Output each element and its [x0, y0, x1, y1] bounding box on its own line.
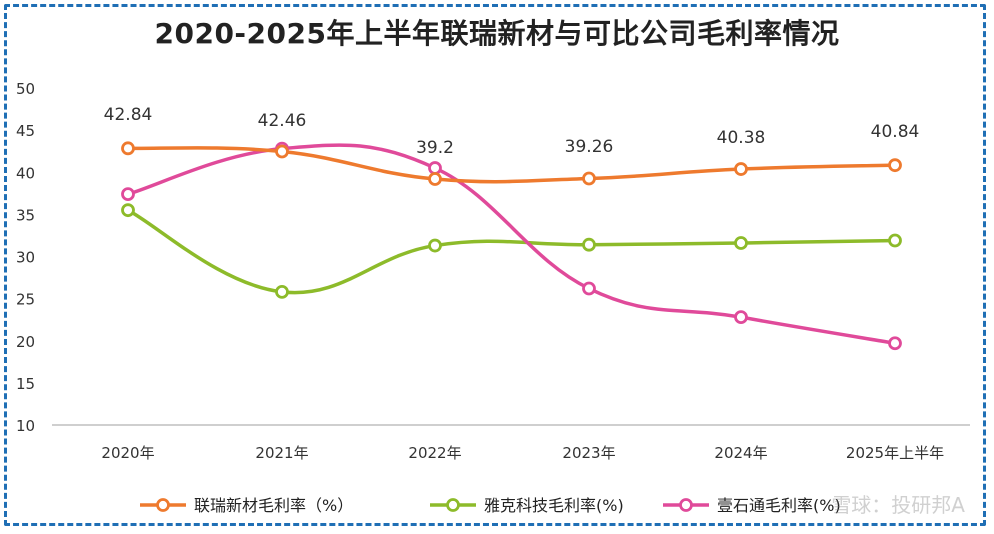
- legend-marker: [156, 498, 170, 512]
- chart-title: 2020-2025年上半年联瑞新材与可比公司毛利率情况: [154, 17, 840, 50]
- y-tick-label: 30: [16, 249, 35, 267]
- series-point: [121, 141, 135, 156]
- x-tick-label: 2021年: [255, 444, 308, 462]
- legend-label: 壹石通毛利率(%): [717, 496, 841, 515]
- x-tick-label: 2024年: [714, 444, 767, 462]
- y-tick-label: 25: [16, 291, 35, 309]
- data-label: 42.84: [104, 105, 153, 125]
- data-label: 42.46: [258, 111, 307, 131]
- series-point: [275, 284, 289, 299]
- series-point: [582, 237, 596, 252]
- series-point: [428, 161, 442, 175]
- x-tick-label: 2025年上半年: [846, 444, 944, 462]
- series-point: [275, 144, 289, 159]
- data-label: 40.84: [871, 122, 920, 142]
- y-tick-label: 45: [16, 122, 35, 140]
- series-line: [126, 208, 897, 295]
- legend-label: 雅克科技毛利率(%): [484, 496, 624, 515]
- series-point: [734, 310, 748, 325]
- series-point: [888, 233, 902, 248]
- data-label: 40.38: [717, 128, 766, 148]
- series-point: [734, 236, 748, 250]
- series-point: [121, 187, 135, 202]
- series-point: [428, 238, 442, 253]
- watermark-text: 雪球：投研邦A: [831, 493, 965, 517]
- y-tick-label: 10: [16, 417, 35, 435]
- series-point: [582, 171, 596, 186]
- chart-frame: [4, 4, 986, 526]
- series-line: [126, 146, 897, 184]
- series-point: [121, 203, 135, 218]
- y-tick-label: 15: [16, 375, 35, 393]
- series-point: [428, 172, 442, 186]
- legend-marker: [446, 498, 460, 512]
- series-point: [582, 281, 596, 296]
- x-tick-label: 2023年: [562, 444, 615, 462]
- y-tick-label: 20: [16, 333, 35, 351]
- series-point: [734, 162, 748, 176]
- legend-marker: [679, 498, 693, 512]
- y-tick-label: 50: [16, 80, 35, 98]
- y-tick-label: 40: [16, 164, 35, 182]
- legend-label: 联瑞新材毛利率（%）: [194, 496, 353, 515]
- x-tick-label: 2022年: [408, 444, 461, 462]
- x-tick-label: 2020年: [101, 444, 154, 462]
- series-point: [888, 158, 902, 173]
- series-line: [126, 143, 897, 346]
- data-label: 39.2: [416, 138, 454, 158]
- series-point: [888, 336, 902, 351]
- y-tick-label: 35: [16, 206, 35, 224]
- data-label: 39.26: [565, 137, 614, 157]
